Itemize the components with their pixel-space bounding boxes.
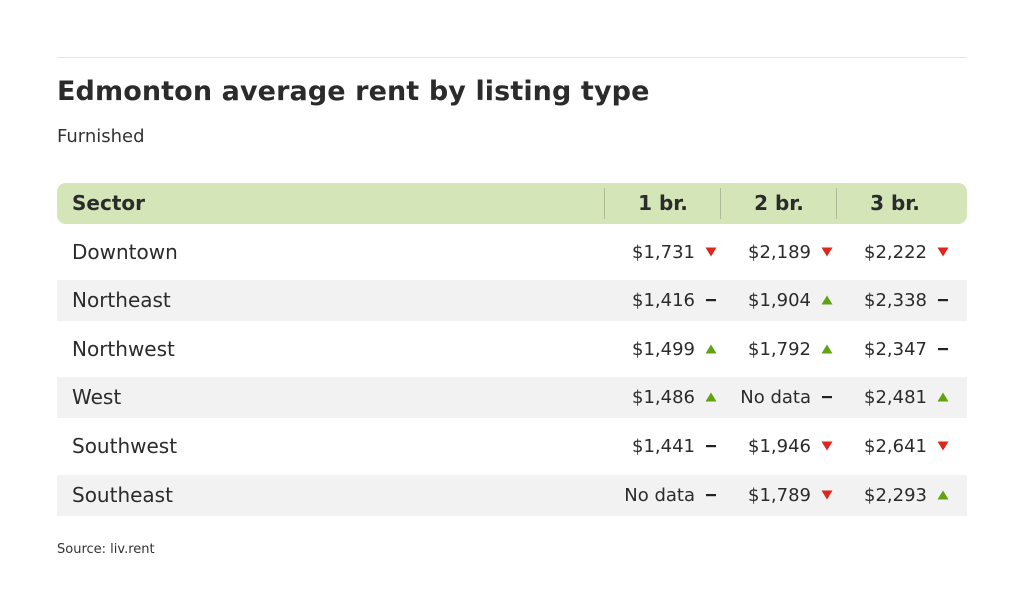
trend-flat-icon: [706, 299, 716, 302]
header-separator: [604, 188, 605, 219]
table-row: Southeast No data $1,789 $2,293: [57, 474, 967, 516]
table-row: Northeast $1,416 $1,904 $2,338: [57, 280, 967, 322]
rent-cell-3br: $2,481: [837, 377, 953, 418]
column-header-3br: 3 br.: [870, 191, 920, 215]
trend-up-icon: [937, 490, 949, 500]
trend-flat-icon: [938, 347, 948, 350]
rent-value: $2,481: [864, 387, 927, 409]
table-row: West $1,486 No data $2,481: [57, 377, 967, 419]
rent-value: $2,347: [864, 338, 927, 360]
table-row: Northwest $1,499 $1,792 $2,347: [57, 329, 967, 370]
table-row: Downtown $1,731 $2,189 $2,222: [57, 232, 967, 273]
rent-value: $1,499: [632, 338, 695, 360]
trend-down-icon: [821, 247, 833, 257]
rent-value: $1,731: [632, 241, 695, 263]
rent-cell-3br: $2,641: [837, 426, 953, 467]
rent-value: $1,946: [748, 435, 811, 457]
rent-value: $1,441: [632, 435, 695, 457]
trend-down-icon: [821, 441, 833, 451]
rent-cell-3br: $2,293: [837, 475, 953, 516]
trend-up-icon: [937, 392, 949, 402]
column-header-sector: Sector: [72, 191, 145, 215]
trend-flat-icon: [938, 299, 948, 302]
table-body: Downtown $1,731 $2,189 $2,222 Northeast $1,41…: [57, 232, 967, 516]
trend-up-icon: [821, 295, 833, 305]
header-separator: [720, 188, 721, 219]
rent-value: $2,338: [864, 290, 927, 312]
trend-flat-icon: [822, 396, 832, 399]
rent-cell-3br: $2,347: [837, 329, 953, 370]
rent-cell-3br: $2,338: [837, 280, 953, 321]
top-divider: [57, 57, 967, 58]
rent-value: No data: [624, 484, 695, 506]
column-header-1br: 1 br.: [638, 191, 688, 215]
rent-cell-2br: No data: [721, 377, 837, 418]
rent-cell-2br: $1,904: [721, 280, 837, 321]
trend-up-icon: [821, 344, 833, 354]
rent-cell-2br: $1,792: [721, 329, 837, 370]
rent-cell-1br: No data: [605, 475, 721, 516]
trend-down-icon: [937, 441, 949, 451]
source-note: Source: liv.rent: [57, 542, 155, 557]
trend-up-icon: [705, 392, 717, 402]
sector-name: West: [72, 385, 122, 410]
rent-value: $1,789: [748, 484, 811, 506]
rent-value: $2,293: [864, 484, 927, 506]
header-separator: [836, 188, 837, 219]
trend-down-icon: [705, 247, 717, 257]
rent-value: $2,222: [864, 241, 927, 263]
sector-name: Northwest: [72, 336, 175, 361]
sector-name: Southeast: [72, 482, 173, 507]
rent-value: No data: [740, 387, 811, 409]
rent-cell-1br: $1,499: [605, 329, 721, 370]
rent-value: $1,416: [632, 290, 695, 312]
trend-down-icon: [937, 247, 949, 257]
sector-name: Southwest: [72, 433, 178, 458]
rent-cell-2br: $1,789: [721, 475, 837, 516]
trend-flat-icon: [706, 493, 716, 496]
chart-title: Edmonton average rent by listing type: [57, 76, 650, 107]
rent-cell-1br: $1,486: [605, 377, 721, 418]
rent-value: $1,792: [748, 338, 811, 360]
table-row: Southwest $1,441 $1,946 $2,641: [57, 426, 967, 467]
chart-subtitle: Furnished: [57, 126, 145, 147]
rent-cell-3br: $2,222: [837, 232, 953, 273]
rent-cell-1br: $1,731: [605, 232, 721, 273]
rent-cell-1br: $1,441: [605, 426, 721, 467]
rent-value: $1,904: [748, 290, 811, 312]
sector-name: Northeast: [72, 288, 171, 313]
rent-cell-2br: $1,946: [721, 426, 837, 467]
rent-value: $2,641: [864, 435, 927, 457]
table-header: Sector 1 br. 2 br. 3 br.: [57, 183, 967, 224]
rent-cell-1br: $1,416: [605, 280, 721, 321]
rent-cell-2br: $2,189: [721, 232, 837, 273]
rent-table: Sector 1 br. 2 br. 3 br. Downtown $1,731 $…: [57, 183, 967, 516]
sector-name: Downtown: [72, 239, 178, 264]
trend-up-icon: [705, 344, 717, 354]
trend-flat-icon: [706, 444, 716, 448]
trend-down-icon: [821, 490, 833, 500]
rent-value: $2,189: [748, 241, 811, 263]
rent-value: $1,486: [632, 387, 695, 409]
column-header-2br: 2 br.: [754, 191, 804, 215]
